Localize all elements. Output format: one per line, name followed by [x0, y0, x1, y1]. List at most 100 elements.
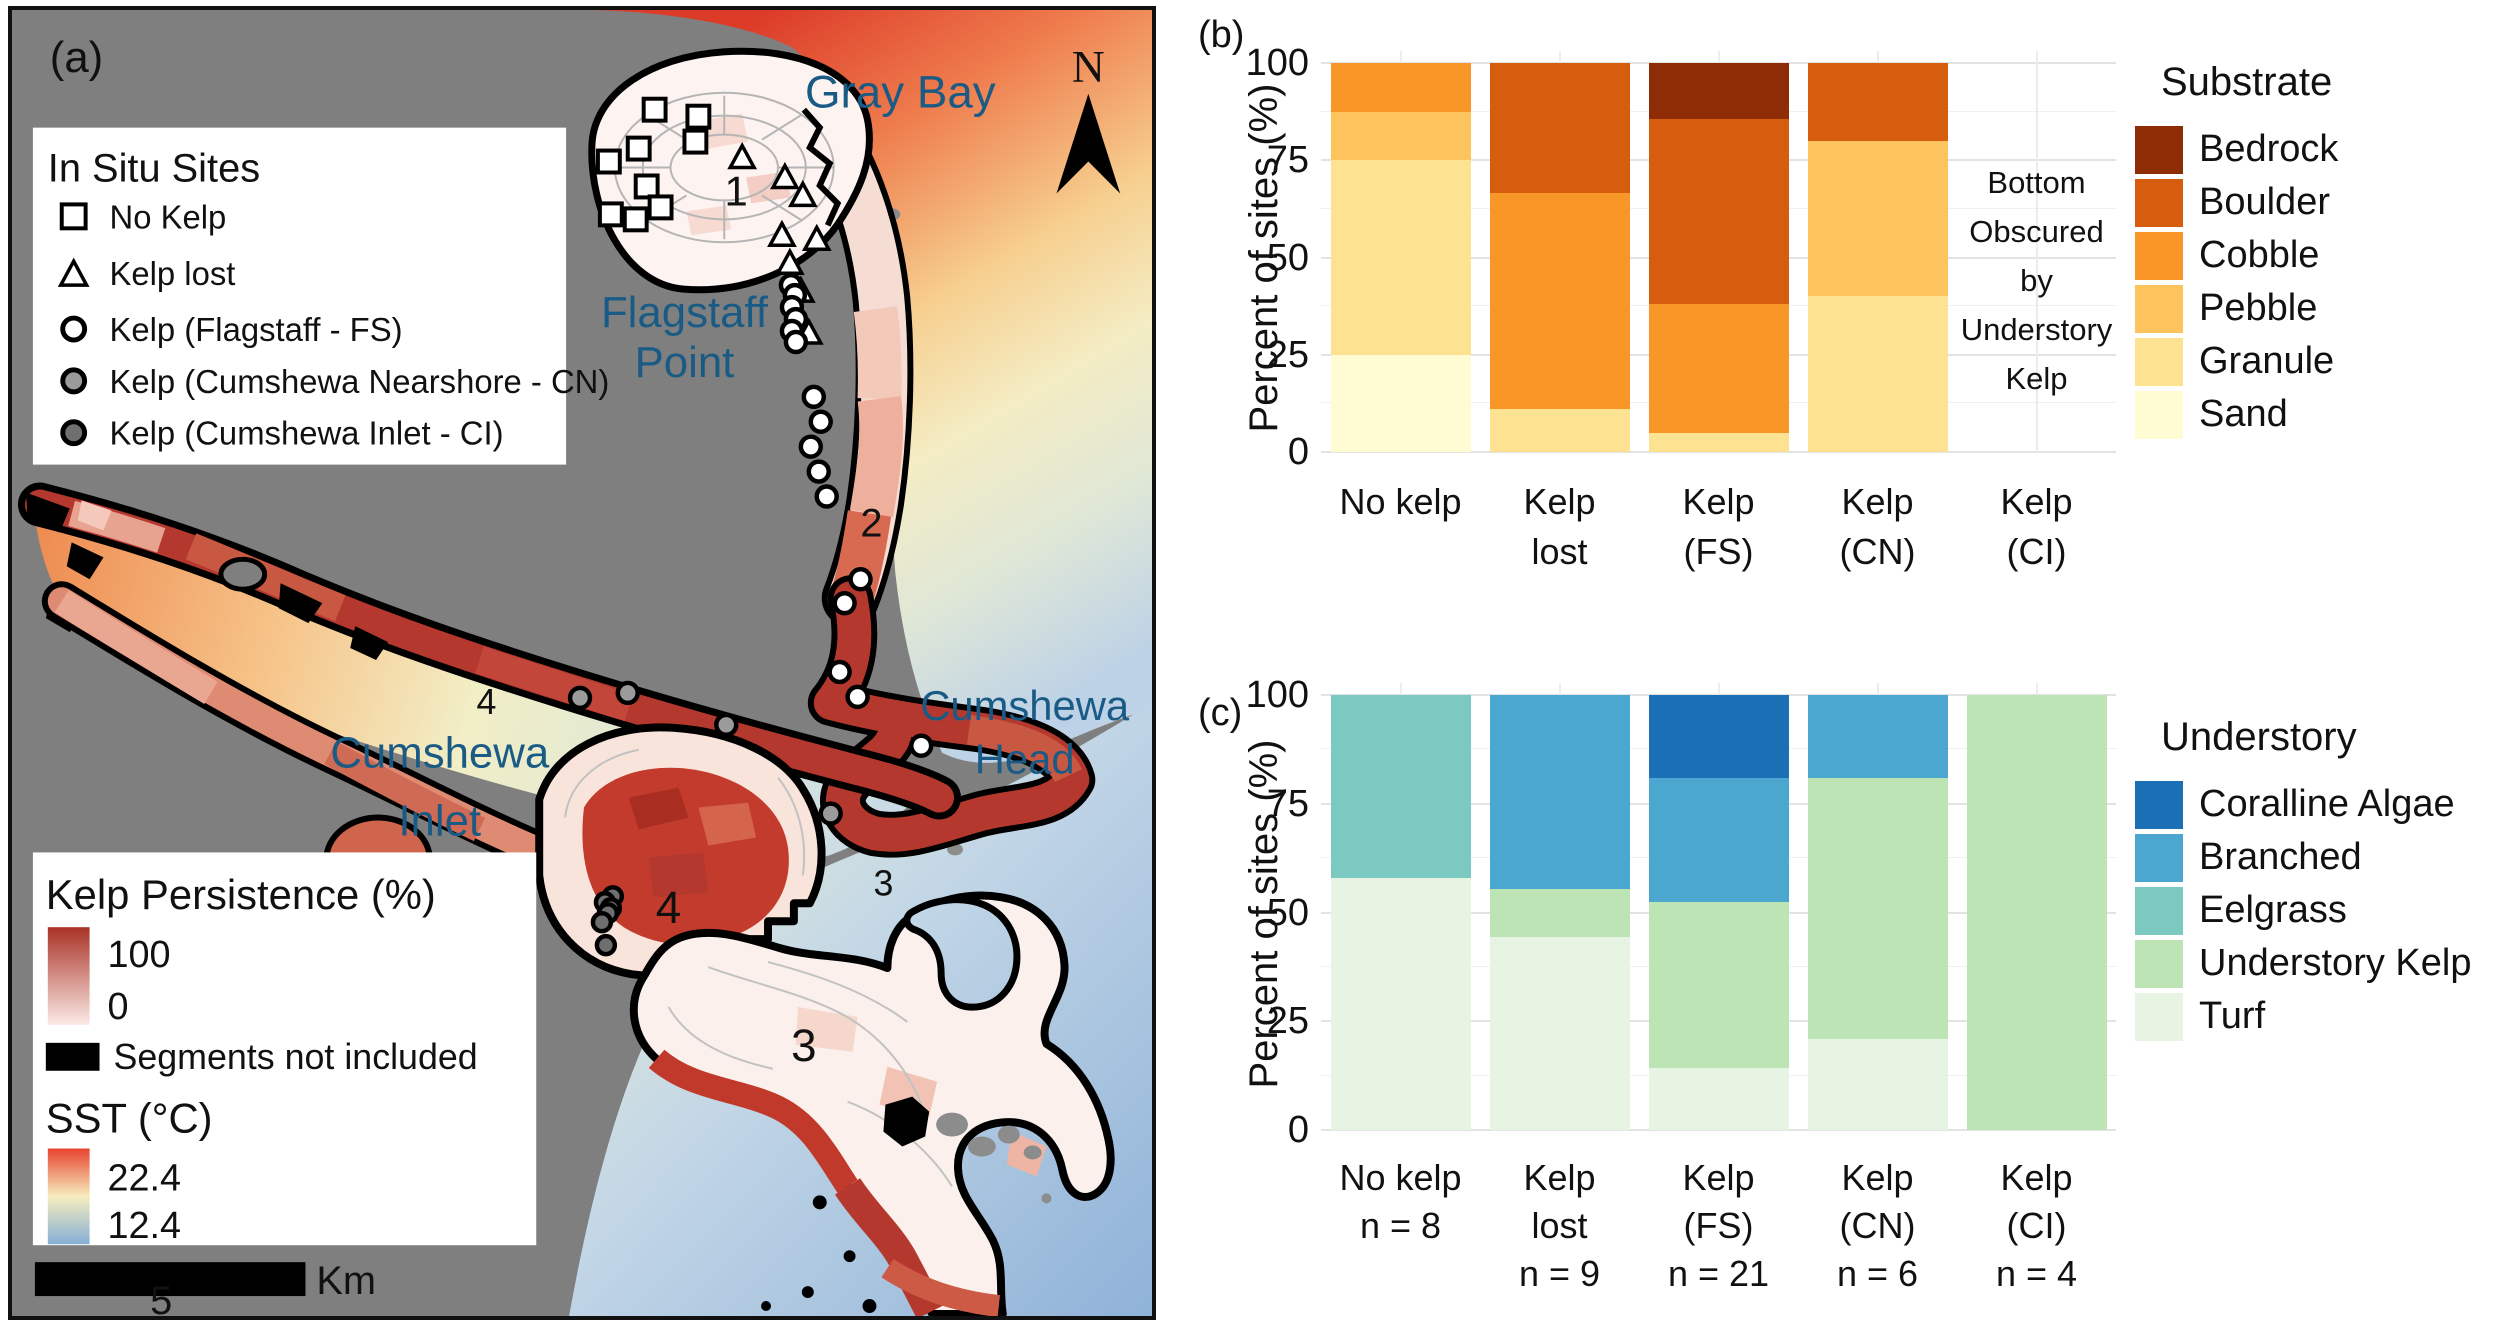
- in-situ-legend: In Situ Sites No Kelp Kelp lost Kelp (Fl…: [32, 127, 609, 465]
- legend-swatch-icon: [2135, 886, 2183, 935]
- legend-square-icon: [59, 202, 88, 231]
- kelp-cells: [966, 714, 1082, 784]
- x-tick-label: Kelp: [1841, 1157, 1914, 1198]
- legend-item-label: Coralline Algae: [2199, 783, 2455, 825]
- legend-item-label: Bedrock: [2199, 128, 2339, 170]
- bar-segment-understory-kelp: [1648, 902, 1789, 1068]
- bar-segment-understory-kelp: [1807, 777, 1948, 1039]
- bar-segment-turf: [1648, 1067, 1789, 1130]
- substrate-legend-title: Substrate: [2161, 60, 2333, 104]
- x-tick-label: n = 9: [1518, 1253, 1601, 1294]
- north-arrow-icon: [1056, 93, 1121, 194]
- sst-min-label: 12.4: [107, 1205, 181, 1247]
- legend-swatch-icon: [2135, 390, 2183, 439]
- kelp-cell: [648, 852, 709, 898]
- gridline-horizontal: [1321, 1129, 2116, 1131]
- bar-segment-granule: [1489, 408, 1630, 452]
- bottom-obscured-note: Bottom: [1987, 165, 2086, 200]
- gridline-horizontal: [1321, 451, 2116, 453]
- y-tick-label: 75: [1266, 782, 1309, 825]
- legend-circle-white-icon: [60, 315, 88, 343]
- understory-chart-panel: (c) Percent of sites (%) Understory Cora…: [1180, 620, 2500, 1326]
- legend-item-sand: Sand: [2135, 388, 2338, 441]
- legend-item-label: Turf: [2199, 995, 2266, 1037]
- kelp-min-label: 0: [107, 986, 128, 1028]
- bar-segment-bedrock: [1648, 63, 1789, 119]
- bar-segment-branched: [1807, 695, 1948, 778]
- bottom-obscured-note: Obscured: [1969, 214, 2104, 249]
- legend-triangle-icon: [57, 257, 90, 287]
- legend-item-granule: Granule: [2135, 335, 2338, 388]
- y-tick-label: 0: [1287, 431, 1309, 473]
- legend-swatch-icon: [2135, 284, 2183, 333]
- bottom-obscured-note: Understory: [1960, 312, 2113, 347]
- legend-item-label: Sand: [2199, 393, 2288, 435]
- bar-segment-understory-kelp: [1966, 695, 2107, 1130]
- region-number-3: 3: [791, 1020, 816, 1071]
- kelp-max-label: 100: [107, 934, 170, 976]
- x-tick-label: lost: [1531, 531, 1588, 572]
- legend-item-pebble: Pebble: [2135, 282, 2338, 335]
- understory-legend-title: Understory: [2161, 715, 2357, 759]
- legend-item-label: Cobble: [2199, 234, 2320, 276]
- x-tick-label: (CI): [2006, 531, 2067, 572]
- legend-item-branched: Branched: [2135, 831, 2471, 884]
- kelp-cells: [54, 590, 218, 705]
- legend-swatch-icon: [2135, 939, 2183, 988]
- x-tick-label: (FS): [1683, 531, 1754, 572]
- legend-item-turf: Turf: [2135, 990, 2471, 1043]
- understory-legend: Understory Coralline Algae Branched Eelgra…: [2135, 715, 2471, 1043]
- x-tick-label: n = 21: [1667, 1253, 1770, 1294]
- bar-segment-turf: [1489, 936, 1630, 1130]
- kelp-cell: [686, 205, 732, 236]
- x-tick-label: (CN): [1839, 1205, 1916, 1246]
- sst-gradient-bar: [47, 1148, 90, 1245]
- bottom-obscured-note: by: [2020, 263, 2053, 298]
- north-label: N: [1072, 41, 1105, 92]
- bar-segment-granule: [1648, 433, 1789, 452]
- segment-grid-lines: [564, 748, 639, 818]
- bar-segment-understory-kelp: [1489, 888, 1630, 937]
- x-tick-label: Kelp: [1841, 481, 1914, 522]
- bar-segment-eelgrass: [1330, 695, 1471, 878]
- legend-swatch-icon: [2135, 992, 2183, 1041]
- legend-item-label: Understory Kelp: [2199, 942, 2472, 984]
- y-tick-label: 25: [1266, 1000, 1309, 1043]
- panel-b-label: (b): [1198, 14, 1245, 56]
- bar-segment-boulder: [1807, 63, 1948, 141]
- label-flagstaff-1: Flagstaff: [601, 288, 769, 337]
- legend-item-coralline-algae: Coralline Algae: [2135, 778, 2471, 831]
- in-situ-item-label: Kelp (Cumshewa Inlet - CI): [109, 415, 503, 452]
- scale-bar-value: 5: [150, 1279, 172, 1316]
- bar-segment-cobble: [1648, 303, 1789, 434]
- segments-label: Segments not included: [113, 1037, 477, 1077]
- kelp-legend-title: Kelp Persistence (%): [46, 871, 436, 918]
- x-tick-label: Kelp: [1682, 1157, 1755, 1198]
- kelp-gradient-bar: [47, 927, 90, 1025]
- legend-item-label: Eelgrass: [2199, 889, 2347, 931]
- bar-segment-turf: [1330, 877, 1471, 1130]
- kelp-cell: [628, 787, 689, 830]
- bar-segment-branched: [1648, 777, 1789, 903]
- bar-segment-coralline-algae: [1648, 695, 1789, 778]
- region-number-1: 1: [725, 167, 748, 214]
- bar-segment-cobble: [1330, 63, 1471, 112]
- plot-area-b: [1321, 51, 2116, 453]
- segments-swatch: [45, 1042, 100, 1071]
- x-tick-label: Kelp: [1523, 1157, 1596, 1198]
- legend-circle-gray-icon: [60, 367, 88, 395]
- x-tick-label: n = 8: [1359, 1205, 1442, 1246]
- kelp-cell: [698, 802, 757, 846]
- in-situ-item-label: No Kelp: [109, 198, 226, 235]
- gray-islands: [936, 1112, 1052, 1204]
- y-tick-label: 100: [1245, 674, 1309, 716]
- legend-item-eelgrass: Eelgrass: [2135, 884, 2471, 937]
- ocean-gray-bay: [593, 10, 1152, 763]
- legend-item-label: Boulder: [2199, 181, 2330, 223]
- panel-a-label: (a): [50, 33, 103, 82]
- kelp-cells: [475, 646, 633, 722]
- label-flagstaff-2: Point: [635, 338, 735, 387]
- in-situ-legend-title: In Situ Sites: [48, 146, 260, 190]
- region-number-2: 2: [860, 501, 882, 545]
- legend-item-label: Granule: [2199, 340, 2335, 382]
